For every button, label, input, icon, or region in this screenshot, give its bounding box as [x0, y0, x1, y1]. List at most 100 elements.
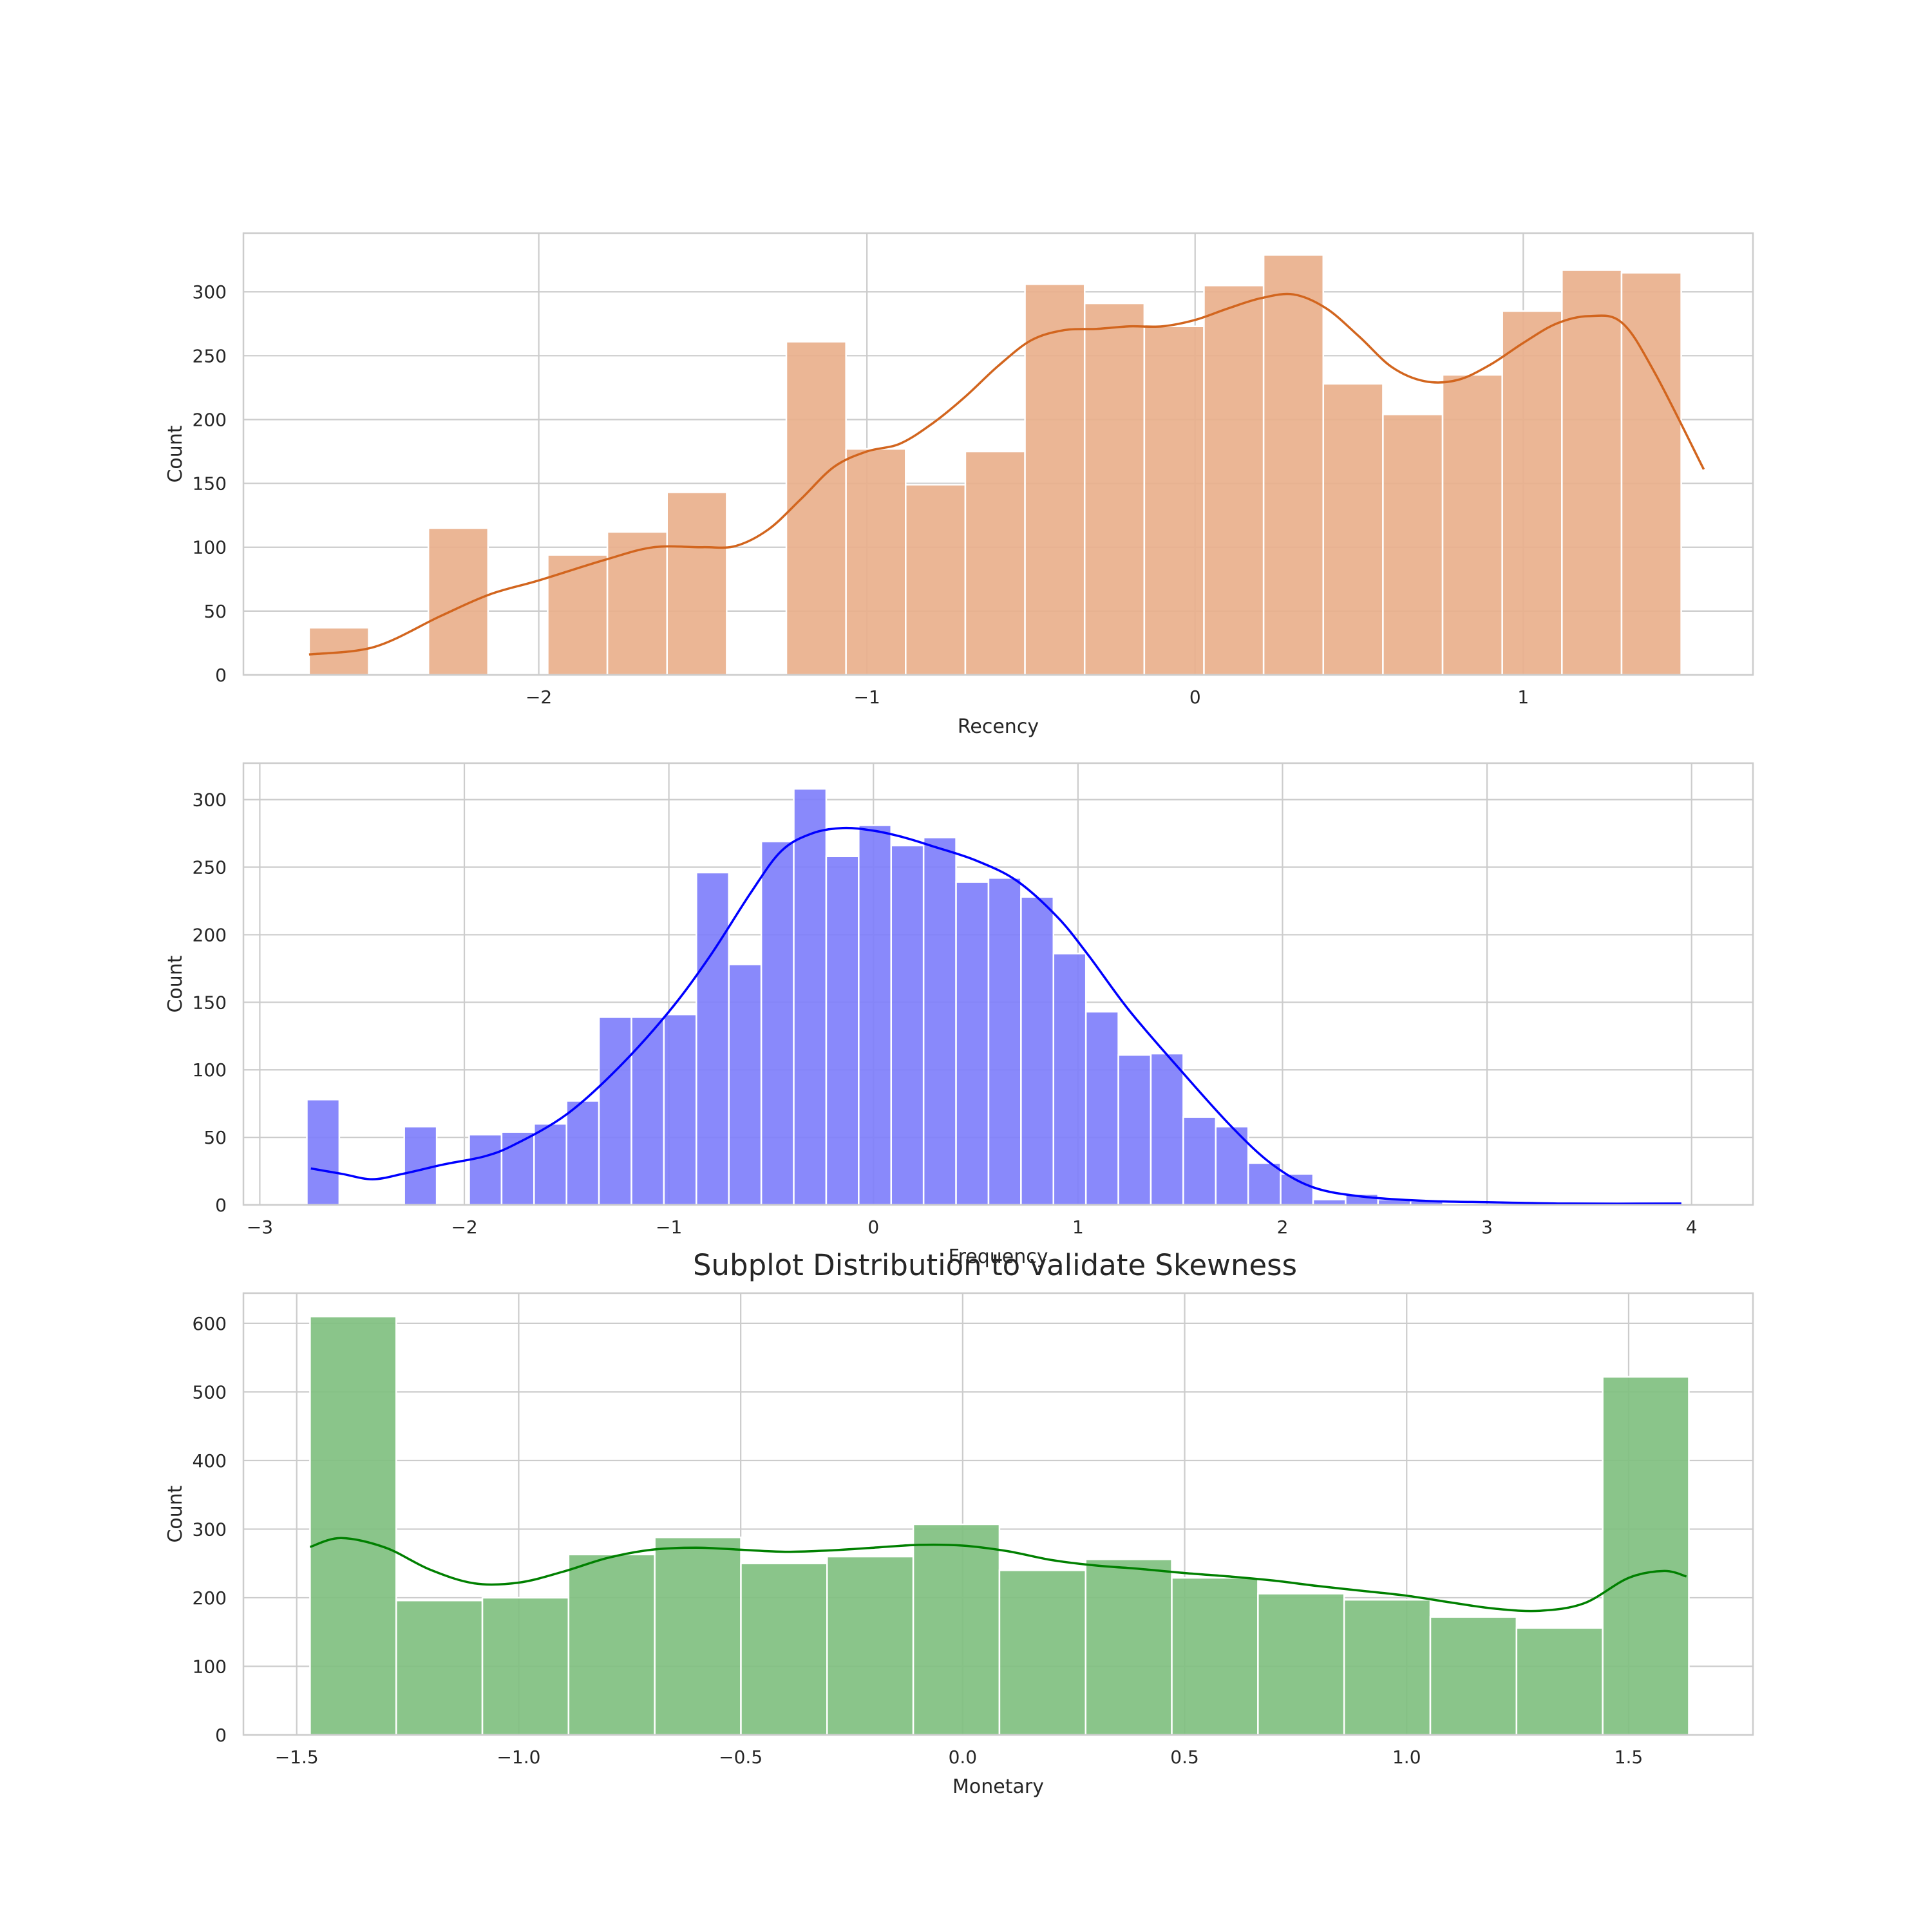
recency-histogram-panel: −2 −1 0 1 0 50 100 150 200 250 300 Recency Count	[164, 232, 1754, 738]
frequency-bar-17	[858, 824, 893, 1206]
frequency-bar-18	[890, 844, 925, 1206]
recency-kde-line	[308, 292, 1705, 656]
monetary-y-tick-label-2: 200	[193, 1587, 227, 1609]
recency-bar-21	[1561, 269, 1623, 676]
monetary-bar-12	[1343, 1598, 1432, 1736]
recency-y-tick-label-6: 300	[193, 281, 227, 303]
frequency-x-axis-label: Frequency	[949, 1245, 1048, 1268]
frequency-histogram-panel: −3 −2 −1 0 1 2 3 4 0 50 100 150 200 250 300 Frequency Co…	[164, 762, 1754, 1268]
recency-bar-19	[1441, 374, 1503, 676]
recency-bar-14	[1143, 325, 1205, 676]
frequency-y-tick-label-3: 150	[193, 992, 227, 1013]
recency-bar-9	[845, 448, 907, 676]
recency-bar-8	[785, 341, 847, 676]
monetary-y-tick-label-6: 600	[193, 1313, 227, 1334]
monetary-bar-6	[826, 1555, 914, 1736]
monetary-histogram-panel: −1.5 −1.0 −0.5 0.0 0.5 1.0 1.5 0 100 200 300 400 500…	[164, 1292, 1754, 1798]
frequency-y-axis-label: Count	[164, 955, 187, 1012]
monetary-x-axis-label: Monetary	[952, 1776, 1044, 1798]
frequency-x-tick-label-4: 1	[1072, 1217, 1084, 1238]
recency-bar-15	[1203, 285, 1265, 676]
frequency-x-tick-label-6: 3	[1481, 1217, 1493, 1238]
frequency-x-tick-label-3: 0	[867, 1217, 879, 1238]
recency-y-tick-label-3: 150	[193, 473, 227, 495]
frequency-bar-21	[987, 877, 1022, 1206]
frequency-bar-26	[1150, 1052, 1184, 1206]
frequency-bar-11	[663, 1013, 697, 1206]
frequency-bar-24	[1084, 1010, 1119, 1206]
monetary-bar-14	[1515, 1627, 1604, 1736]
monetary-bar-11	[1257, 1593, 1345, 1736]
monetary-x-tick-label-5: 1.0	[1392, 1747, 1421, 1768]
monetary-bar-15	[1602, 1376, 1690, 1736]
frequency-bar-12	[696, 871, 730, 1206]
monetary-y-tick-label-4: 400	[193, 1450, 227, 1472]
recency-bar-6	[666, 491, 728, 676]
frequency-bar-20	[955, 881, 990, 1206]
recency-x-tick-label-3: 1	[1517, 687, 1529, 708]
monetary-y-tick-label-1: 100	[193, 1656, 227, 1677]
frequency-bar-31	[1312, 1198, 1347, 1206]
frequency-y-tick-label-5: 250	[193, 857, 227, 878]
frequency-bar-15	[793, 788, 828, 1206]
recency-bar-12	[1024, 283, 1086, 676]
frequency-bar-5	[468, 1133, 503, 1206]
frequency-bar-13	[728, 963, 762, 1206]
frequency-y-tick-label-1: 50	[204, 1127, 227, 1148]
recency-bar-4	[547, 554, 609, 676]
recency-x-tick-label-1: −1	[854, 687, 880, 708]
recency-bar-2	[427, 527, 489, 676]
monetary-kde-line	[309, 1537, 1687, 1613]
recency-y-tick-label-0: 0	[215, 665, 227, 686]
figure-title: Subplot Distribution to validate Skewnes…	[693, 1248, 1297, 1282]
frequency-y-tick-label-6: 300	[193, 790, 227, 811]
frequency-x-tick-label-0: −3	[247, 1217, 273, 1238]
monetary-x-tick-label-0: −1.5	[275, 1747, 319, 1768]
monetary-bar-8	[998, 1569, 1086, 1736]
monetary-x-tick-label-3: 0.0	[949, 1747, 978, 1768]
frequency-kde-line	[310, 826, 1681, 1205]
frequency-bar-16	[825, 855, 860, 1206]
monetary-x-tick-label-1: −1.0	[497, 1747, 540, 1768]
recency-x-tick-label-0: −2	[526, 687, 552, 708]
recency-axes-frame	[242, 232, 1754, 676]
frequency-bar-10	[630, 1016, 665, 1206]
frequency-bar-27	[1182, 1116, 1217, 1206]
monetary-y-tick-label-3: 300	[193, 1519, 227, 1540]
recency-bar-16	[1262, 254, 1325, 676]
recency-bar-17	[1322, 383, 1384, 676]
monetary-x-tick-label-6: 1.5	[1615, 1747, 1643, 1768]
frequency-x-tick-label-5: 2	[1277, 1217, 1289, 1238]
monetary-bar-2	[481, 1596, 570, 1736]
frequency-bar-19	[922, 837, 957, 1206]
recency-bar-22	[1620, 272, 1682, 676]
monetary-y-axis-label: Count	[164, 1485, 187, 1542]
recency-y-tick-label-5: 250	[193, 345, 227, 366]
frequency-x-tick-label-2: −1	[656, 1217, 682, 1238]
monetary-y-tick-label-0: 0	[215, 1725, 227, 1746]
frequency-bar-30	[1280, 1173, 1314, 1206]
frequency-bar-23	[1052, 952, 1087, 1206]
monetary-x-tick-label-4: 0.5	[1170, 1747, 1199, 1768]
frequency-y-tick-label-2: 100	[193, 1059, 227, 1081]
recency-y-axis-label: Count	[164, 425, 187, 482]
recency-x-tick-label-2: 0	[1189, 687, 1201, 708]
monetary-bar-10	[1171, 1577, 1259, 1736]
monetary-bar-9	[1084, 1558, 1173, 1736]
monetary-bar-7	[912, 1523, 1001, 1736]
frequency-bar-9	[598, 1016, 632, 1206]
frequency-bar-25	[1117, 1054, 1152, 1206]
monetary-bar-5	[740, 1562, 828, 1736]
frequency-bar-8	[565, 1100, 600, 1206]
monetary-bar-4	[654, 1536, 742, 1736]
frequency-x-tick-label-1: −2	[451, 1217, 477, 1238]
recency-y-tick-label-1: 50	[204, 601, 227, 622]
monetary-bar-1	[395, 1599, 484, 1736]
monetary-axes-frame	[242, 1292, 1754, 1736]
recency-x-axis-label: Recency	[958, 715, 1039, 738]
recency-bar-11	[964, 450, 1026, 676]
recency-bar-10	[905, 484, 967, 676]
frequency-bar-3	[403, 1126, 438, 1206]
monetary-bar-13	[1429, 1616, 1518, 1736]
